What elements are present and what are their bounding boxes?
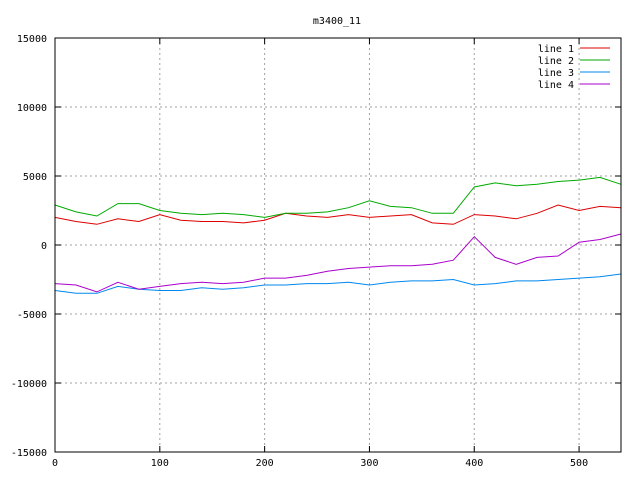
grid [55,38,621,452]
x-tick-label: 400 [465,458,483,469]
y-tick-label: -10000 [11,379,47,390]
chart-title: m3400_11 [313,16,361,27]
x-tick-label: 0 [52,458,58,469]
x-tick-label: 500 [570,458,588,469]
y-tick-label: -15000 [11,448,47,459]
x-tick-label: 200 [256,458,274,469]
series-line-3 [54,273,622,294]
y-tick-label: 0 [41,241,47,252]
series-line-1 [54,204,622,225]
y-tick-label: 5000 [23,172,47,183]
series-line-4 [54,233,622,293]
legend-label-3: line 3 [538,68,574,79]
series-line-2 [54,176,622,218]
y-tick-label: -5000 [17,310,47,321]
y-tick-label: 10000 [17,103,47,114]
legend-label-1: line 1 [538,44,574,55]
x-tick-label: 300 [360,458,378,469]
x-tick-label: 100 [151,458,169,469]
legend-label-2: line 2 [538,56,574,67]
legend-label-4: line 4 [538,80,574,91]
y-tick-label: 15000 [17,34,47,45]
axis-ticks: 0 100 200 300 400 500 -15000 -10000 -5000 0 5000 10… [11,34,621,469]
series-layer [54,176,622,294]
